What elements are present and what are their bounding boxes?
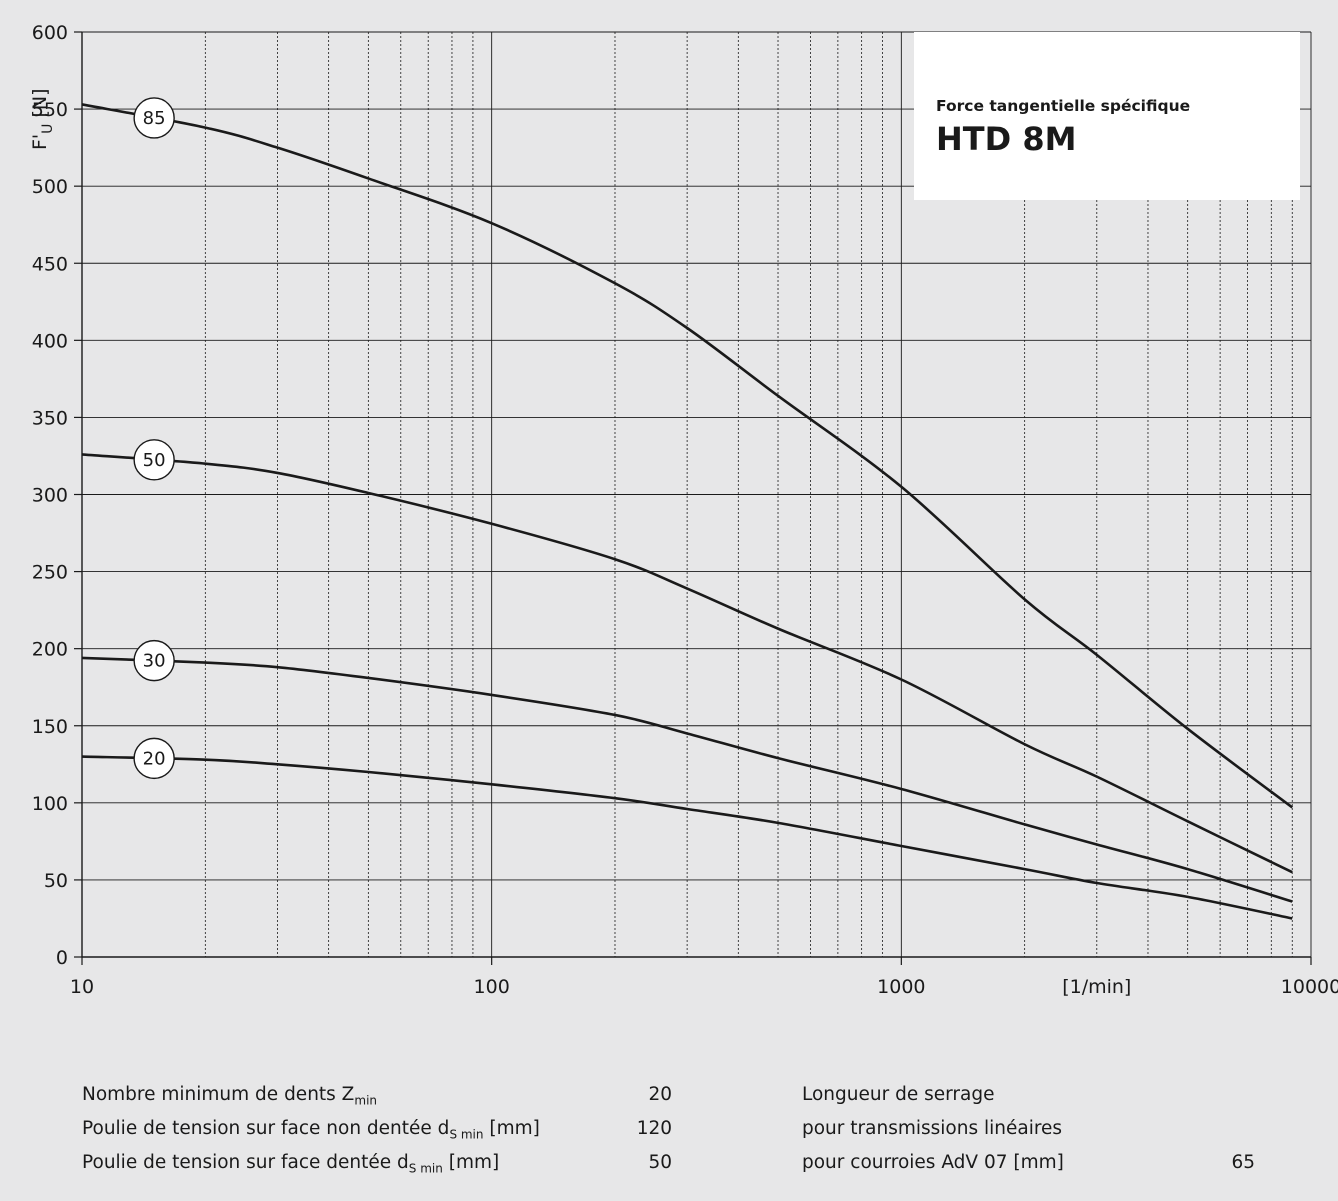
series-line-20 xyxy=(81,755,1293,920)
spec-left-label-suffix: [mm] xyxy=(483,1118,540,1139)
spec-left-label-text: Poulie de tension sur face non dentée d xyxy=(82,1118,450,1139)
spec-left-label-text: Poulie de tension sur face dentée d xyxy=(82,1152,409,1173)
spec-left-label-text: Nombre minimum de dents Z xyxy=(82,1084,355,1105)
spec-left-label-sub: S min xyxy=(449,1127,484,1142)
spec-right-label-3: pour courroies AdV 07 [mm] xyxy=(802,1152,1064,1173)
spec-left-value-2: 120 xyxy=(636,1118,672,1139)
series-bubble-85 xyxy=(133,97,175,139)
y-tick-label: 150 xyxy=(32,716,68,738)
spec-left-value-3: 50 xyxy=(648,1152,672,1173)
series-bubble-20 xyxy=(133,737,175,780)
spec-right-label-2: pour transmissions linéaires xyxy=(802,1118,1063,1139)
series-label-30: 30 xyxy=(143,651,166,672)
y-tick-label: 550 xyxy=(32,99,68,121)
x-tick-label: 10000 xyxy=(1281,976,1338,998)
series-layer xyxy=(81,103,1294,920)
series-label-20: 20 xyxy=(143,748,166,769)
series-line-30 xyxy=(81,656,1293,903)
spec-left-label-1: Nombre minimum de dents Zmin xyxy=(82,1084,377,1108)
x-tick-label: 10 xyxy=(70,976,94,998)
chart-area: 0 50 100 150 200 250 300 350 400 450 500 550 600 10 10… xyxy=(29,22,1338,998)
spec-left-label-sub: S min xyxy=(408,1161,443,1176)
series-label-85: 85 xyxy=(143,108,166,129)
series-label-50: 50 xyxy=(143,450,166,471)
spec-right-label-1: Longueur de serrage xyxy=(802,1084,995,1105)
x-unit-label: [1/min] xyxy=(1062,976,1131,998)
chart-subtitle: Force tangentielle spécifique xyxy=(936,97,1191,115)
y-axis-label: F'U [N] xyxy=(29,89,56,150)
x-tick-label: 1000 xyxy=(877,976,925,998)
chart-title-box: Force tangentielle spécifique HTD 8M xyxy=(914,32,1300,200)
y-tick-label: 100 xyxy=(32,793,68,815)
y-tick-label: 400 xyxy=(32,330,68,352)
spec-left-label-3: Poulie de tension sur face dentée dS min… xyxy=(82,1152,499,1176)
spec-left-label-sub: min xyxy=(354,1093,378,1108)
y-tick-label: 600 xyxy=(32,22,68,44)
x-tick-label: 100 xyxy=(474,976,510,998)
y-tick-label: 350 xyxy=(32,407,68,429)
y-tick-label: 300 xyxy=(32,485,68,507)
y-tick-label: 450 xyxy=(32,253,68,275)
chart-title: HTD 8M xyxy=(936,120,1077,158)
series-line-85 xyxy=(81,103,1294,809)
y-tick-label: 50 xyxy=(44,870,68,892)
chart: 0 50 100 150 200 250 300 350 400 450 500 550 600 10 10… xyxy=(29,22,1338,998)
spec-left-value-1: 20 xyxy=(648,1084,672,1105)
y-tick-label: 200 xyxy=(32,639,68,661)
axis-layer: 0 50 100 150 200 250 300 350 400 450 500 550 600 10 10… xyxy=(29,22,1338,998)
y-tick-label: 0 xyxy=(56,947,68,969)
label-layer: 85 50 30 20 xyxy=(133,97,175,780)
y-tick-label: 500 xyxy=(32,176,68,198)
series-line-50 xyxy=(81,453,1293,874)
series-bubble-30 xyxy=(133,639,175,682)
spec-left-label-2: Poulie de tension sur face non dentée dS… xyxy=(82,1118,540,1142)
spec-left-label-suffix: [mm] xyxy=(442,1152,500,1173)
spec-right-value-3: 65 xyxy=(1231,1152,1255,1173)
series-bubble-50 xyxy=(133,439,175,481)
y-tick-label: 250 xyxy=(32,562,68,584)
